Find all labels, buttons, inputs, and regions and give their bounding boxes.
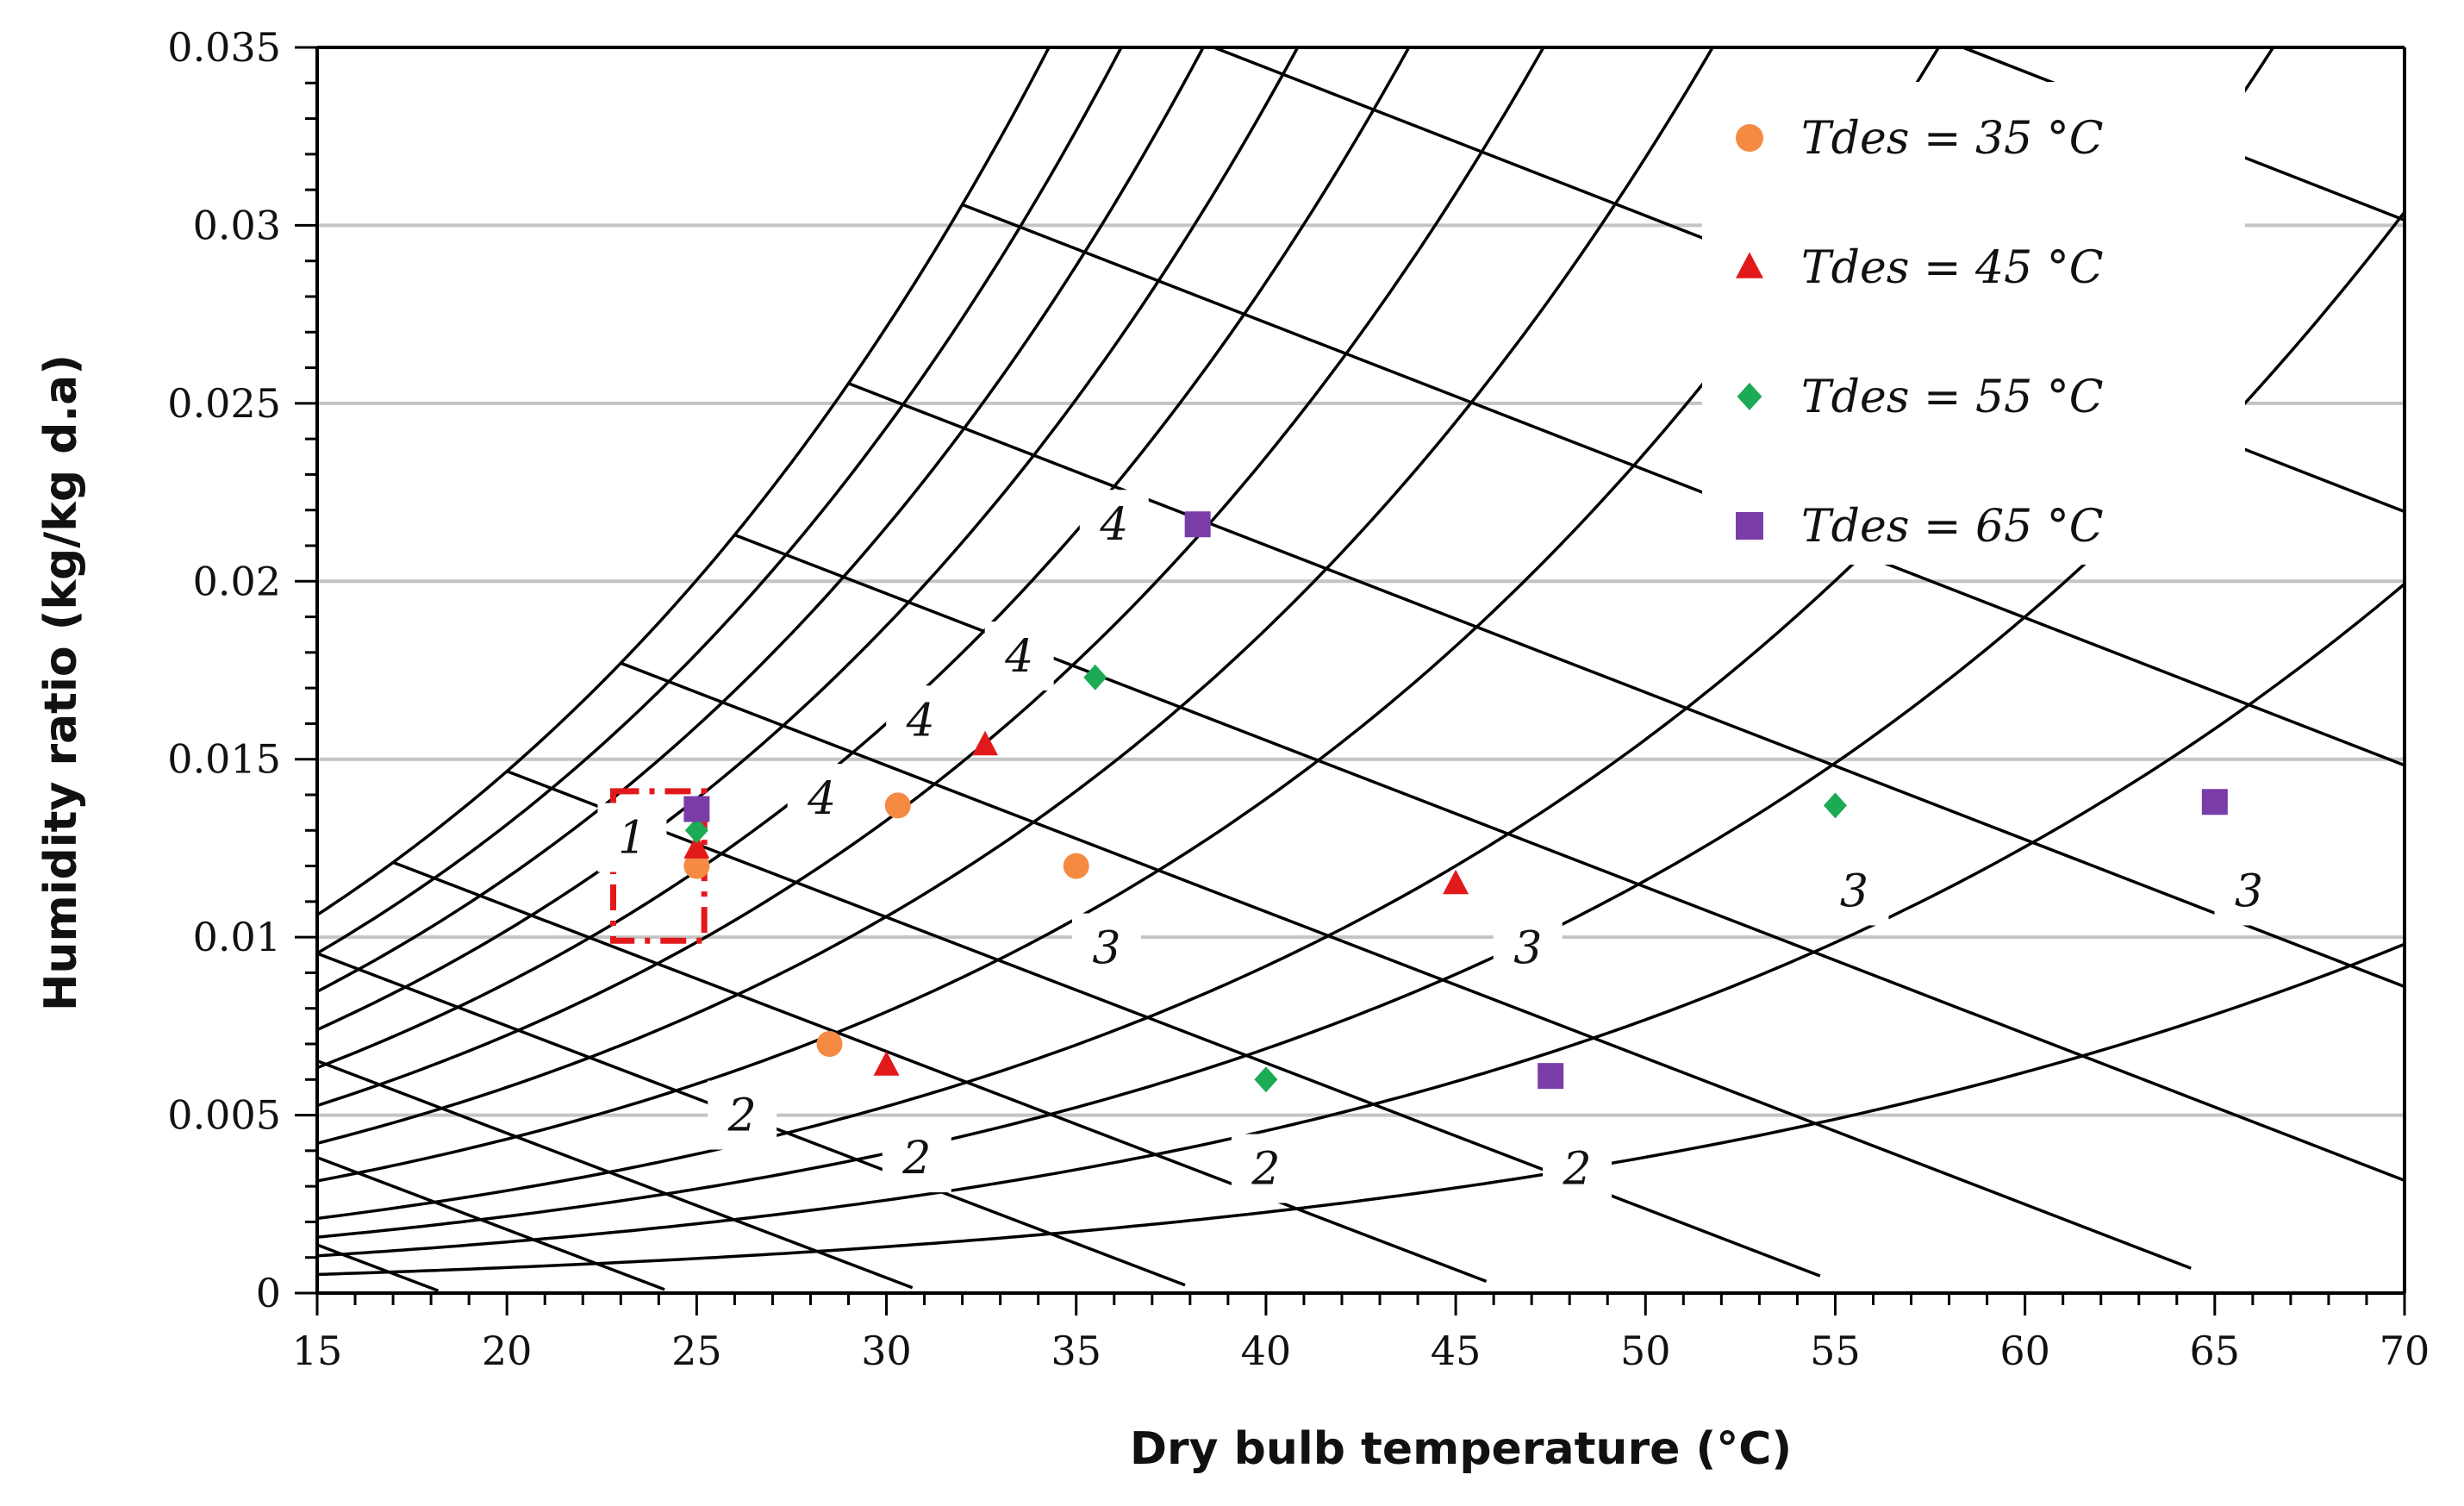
x-tick-label: 70 bbox=[2380, 1328, 2430, 1374]
region-label: 4 bbox=[807, 773, 836, 825]
region-label: 2 bbox=[901, 1133, 931, 1184]
wet-bulb-line bbox=[1958, 47, 2405, 222]
legend-label: Tdes = 45 °C bbox=[1801, 242, 2104, 294]
region-label: 2 bbox=[1251, 1144, 1280, 1196]
x-tick-label: 50 bbox=[1620, 1328, 1671, 1374]
region-label-bg bbox=[886, 685, 956, 755]
y-tick-label: 0.01 bbox=[193, 914, 281, 960]
wet-bulb-line bbox=[620, 661, 2192, 1270]
rh-curve bbox=[317, 47, 1715, 1145]
data-point-triangle bbox=[873, 1051, 900, 1076]
data-point-square bbox=[2201, 789, 2228, 815]
region-label-bg bbox=[984, 621, 1054, 691]
rh-curve bbox=[317, 47, 1051, 916]
y-tick-label: 0.025 bbox=[167, 380, 281, 427]
legend-marker-circle bbox=[1736, 124, 1763, 152]
y-tick-label: 0 bbox=[256, 1270, 281, 1316]
region-label-bg bbox=[1493, 913, 1563, 983]
y-tick-label: 0.015 bbox=[167, 736, 281, 783]
region-label: 4 bbox=[1099, 499, 1128, 551]
data-point-square bbox=[1538, 1063, 1564, 1090]
y-tick-label: 0.03 bbox=[193, 202, 281, 248]
data-point-triangle bbox=[1443, 869, 1469, 895]
x-axis-title: Dry bulb temperature (°C) bbox=[1130, 1423, 1792, 1475]
legend: Tdes = 35 °C Tdes = 45 °C Tdes = 55 °C Tdes… bbox=[1702, 82, 2245, 565]
region-label: 3 bbox=[1840, 865, 1868, 917]
wet-bulb-line bbox=[317, 1243, 440, 1292]
x-tick-label: 15 bbox=[292, 1328, 343, 1374]
legend-box bbox=[1702, 82, 2245, 565]
y-tick-label: 0.035 bbox=[167, 24, 281, 71]
data-point-circle bbox=[884, 792, 911, 819]
region-label: 3 bbox=[1092, 923, 1120, 975]
region-label-bg bbox=[1543, 1134, 1613, 1203]
rh-curve bbox=[317, 47, 1411, 1070]
region-label-bg bbox=[1819, 856, 1889, 926]
region-label: 2 bbox=[727, 1090, 757, 1142]
legend-marker-diamond bbox=[1737, 383, 1762, 410]
y-axis-title: Humidity ratio (kg/kg d.a) bbox=[35, 354, 87, 1011]
region-label: 1 bbox=[618, 813, 646, 865]
data-point-square bbox=[683, 796, 710, 822]
wet-bulb-line bbox=[392, 860, 1488, 1284]
y-tick-label: 0.005 bbox=[167, 1092, 281, 1139]
y-tick-label: 0.02 bbox=[193, 558, 281, 604]
x-tick-label: 60 bbox=[1999, 1328, 2050, 1374]
x-tick-label: 40 bbox=[1241, 1328, 1292, 1374]
data-point-diamond bbox=[684, 817, 708, 844]
region-label-bg bbox=[1079, 490, 1149, 559]
data-point-triangle bbox=[972, 730, 999, 756]
region-label-bg bbox=[1231, 1134, 1301, 1203]
region-label-bg bbox=[597, 803, 667, 872]
legend-label: Tdes = 35 °C bbox=[1801, 113, 2104, 165]
x-tick-label: 45 bbox=[1431, 1328, 1482, 1374]
wet-bulb-line bbox=[847, 382, 2405, 989]
region-label-bg bbox=[787, 764, 857, 834]
wet-bulb-line bbox=[317, 1059, 914, 1290]
wet-bulb-line bbox=[961, 203, 2405, 767]
region-label-bg bbox=[882, 1123, 951, 1193]
region-label-bg bbox=[1071, 913, 1141, 983]
rh-curve bbox=[317, 942, 2405, 1277]
data-point-diamond bbox=[1254, 1066, 1278, 1093]
data-point-diamond bbox=[1083, 664, 1107, 691]
x-tick-label: 55 bbox=[1810, 1328, 1861, 1374]
axes: 15 20 25 30 35 40 45 50 55 60 65 70 0 0.005 0.01 0.015 0… bbox=[167, 24, 2430, 1374]
data-point-triangle bbox=[683, 834, 710, 859]
rh-curve bbox=[317, 47, 1300, 1032]
data-points bbox=[683, 511, 2228, 1093]
x-tick-label: 25 bbox=[671, 1328, 722, 1374]
rh-curve bbox=[317, 47, 1123, 955]
wet-bulb-line bbox=[1209, 47, 2405, 514]
x-tick-label: 65 bbox=[2190, 1328, 2241, 1374]
region-label-bg bbox=[708, 1080, 777, 1150]
region-labels: 1 2 2 2 2 3 3 3 3 4 4 4 4 bbox=[597, 490, 2284, 1203]
legend-marker-square bbox=[1736, 512, 1763, 540]
x-tick-label: 30 bbox=[861, 1328, 912, 1374]
data-point-square bbox=[1184, 511, 1211, 538]
data-point-circle bbox=[816, 1031, 843, 1057]
region-label: 3 bbox=[1513, 923, 1542, 975]
x-tick-label: 35 bbox=[1051, 1328, 1101, 1374]
wet-bulb-line bbox=[317, 1155, 665, 1291]
region-label: 4 bbox=[1004, 631, 1033, 683]
data-point-circle bbox=[683, 853, 710, 879]
x-tick-label: 20 bbox=[482, 1328, 533, 1374]
legend-marker-triangle bbox=[1736, 252, 1763, 278]
region-label-bg bbox=[2214, 856, 2284, 926]
rh-curve bbox=[317, 47, 1545, 1108]
rh-curve bbox=[317, 583, 2405, 1258]
region-label: 2 bbox=[1562, 1144, 1591, 1196]
legend-label: Tdes = 65 °C bbox=[1801, 501, 2104, 553]
legend-label: Tdes = 55 °C bbox=[1801, 372, 2104, 423]
data-point-diamond bbox=[1823, 792, 1847, 819]
region-label: 3 bbox=[2235, 865, 2263, 917]
data-point-circle bbox=[1063, 853, 1089, 879]
region-label: 4 bbox=[906, 695, 935, 747]
